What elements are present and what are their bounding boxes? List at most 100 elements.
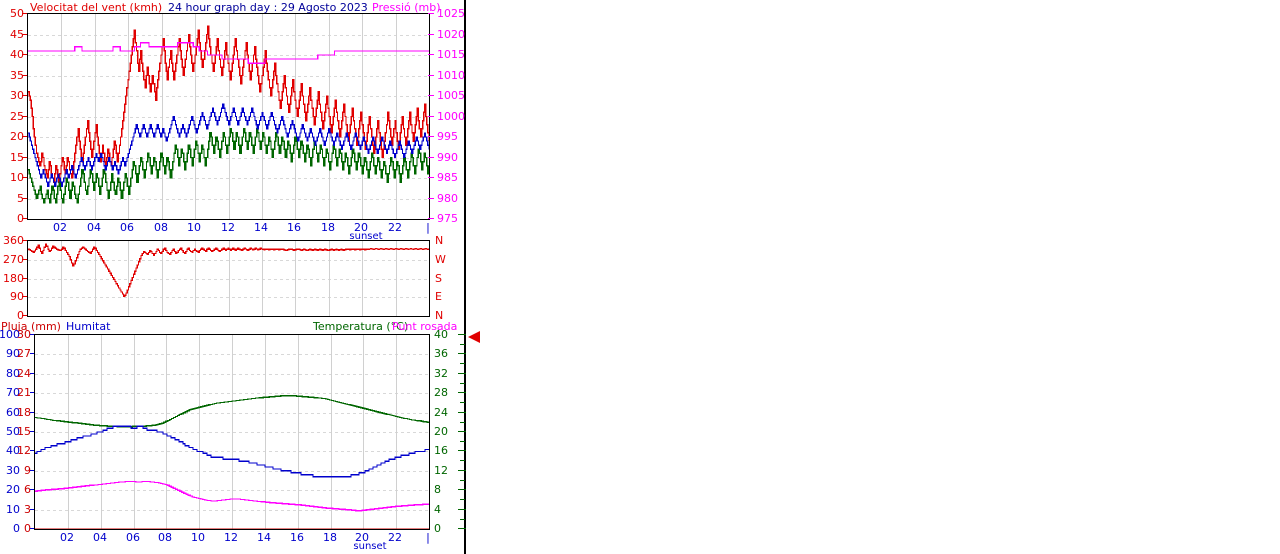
- axis-tick-mark: [22, 315, 27, 316]
- axis-tick-label: 20: [6, 483, 20, 496]
- axis-tick-mark: [460, 441, 465, 442]
- x-axis-tick-label: 16: [287, 221, 301, 234]
- axis-tick-label: 360: [3, 234, 24, 247]
- axis-tick-mark: [460, 383, 465, 384]
- x-axis-tick-label: 10: [191, 531, 205, 544]
- axis-tick-label: 35: [10, 69, 24, 82]
- axis-tick-mark: [428, 198, 434, 199]
- axis-tick-label: 995: [437, 130, 458, 143]
- axis-tick-label: 50: [10, 7, 24, 20]
- axis-tick-label: 30: [10, 89, 24, 102]
- axis-tick-mark: [30, 470, 34, 471]
- axis-tick-mark: [458, 431, 466, 432]
- axis-tick-mark: [22, 95, 27, 96]
- axis-tick-label: 0: [13, 522, 20, 535]
- axis-tick-label: 990: [437, 151, 458, 164]
- axis-tick-mark: [30, 450, 34, 451]
- axis-tick-mark: [22, 259, 27, 260]
- bottom-sunset-label: sunset: [353, 541, 387, 552]
- axis-tick-label: 10: [10, 171, 24, 184]
- axis-tick-mark: [22, 116, 27, 117]
- axis-tick-label: 3: [24, 503, 31, 516]
- axis-tick-mark: [22, 240, 27, 241]
- axis-tick-label: 0: [17, 212, 24, 225]
- axis-tick-label: 1020: [437, 28, 465, 41]
- x-axis-tick-label: 10: [187, 221, 201, 234]
- wind-chart-right-title: Pressió (mb): [372, 1, 441, 14]
- temperature-humidity-chart[interactable]: [34, 334, 430, 530]
- axis-tick-label: 80: [6, 367, 20, 380]
- axis-tick-label: 24: [17, 367, 31, 380]
- axis-tick-label: 6: [24, 483, 31, 496]
- axis-tick-label: 32: [434, 367, 448, 380]
- axis-tick-label: N: [435, 309, 444, 322]
- temperature-title: Temperatura (°C): [313, 320, 409, 333]
- x-axis-tick-label: 20: [354, 221, 368, 234]
- x-axis-tick-label: 22: [388, 221, 402, 234]
- axis-tick-mark: [22, 198, 27, 199]
- x-axis-tick-label: 14: [254, 221, 268, 234]
- x-axis-tick-label: 06: [120, 221, 134, 234]
- axis-tick-label: 4: [434, 503, 441, 516]
- axis-tick-mark: [428, 75, 434, 76]
- axis-tick-label: 1010: [437, 69, 465, 82]
- axis-tick-label: E: [435, 290, 442, 303]
- axis-tick-mark: [22, 54, 27, 55]
- axis-tick-label: 12: [17, 444, 31, 457]
- axis-tick-label: 20: [10, 130, 24, 143]
- axis-tick-mark: [22, 13, 27, 14]
- axis-tick-mark: [428, 218, 434, 219]
- axis-tick-label: 270: [3, 253, 24, 266]
- axis-tick-mark: [458, 528, 466, 529]
- chart-canvas: [35, 335, 429, 529]
- axis-tick-label: 975: [437, 212, 458, 225]
- x-axis-tick-label: 18: [323, 531, 337, 544]
- axis-tick-label: 1005: [437, 89, 465, 102]
- axis-tick-mark: [428, 177, 434, 178]
- axis-tick-label: 50: [6, 425, 20, 438]
- axis-tick-mark: [428, 54, 434, 55]
- axis-tick-label: 0: [24, 522, 31, 535]
- x-axis-tick-label: 22: [388, 531, 402, 544]
- axis-tick-mark: [458, 509, 466, 510]
- axis-tick-label: 21: [17, 386, 31, 399]
- x-axis-tick-label: 06: [126, 531, 140, 544]
- axis-tick-label: 15: [10, 151, 24, 164]
- axis-tick-mark: [458, 353, 466, 354]
- axis-tick-mark: [22, 75, 27, 76]
- dewpoint-title: Punt rosada: [392, 320, 458, 333]
- axis-tick-label: 9: [24, 464, 31, 477]
- rain-title: Pluja (mm): [1, 320, 61, 333]
- x-axis-tick-label: 12: [221, 221, 235, 234]
- axis-tick-mark: [458, 450, 466, 451]
- axis-tick-mark: [428, 157, 434, 158]
- wind-direction-chart[interactable]: [27, 240, 430, 317]
- wind-speed-pressure-chart[interactable]: [27, 13, 430, 220]
- axis-tick-mark: [460, 519, 465, 520]
- axis-tick-label: 45: [10, 28, 24, 41]
- axis-tick-label: W: [435, 253, 446, 266]
- axis-tick-mark: [460, 480, 465, 481]
- axis-tick-mark: [30, 509, 34, 510]
- axis-tick-mark: [428, 116, 434, 117]
- axis-tick-mark: [428, 13, 434, 14]
- axis-tick-label: 8: [434, 483, 441, 496]
- axis-tick-label: 985: [437, 171, 458, 184]
- x-axis-tick-label: 18: [321, 221, 335, 234]
- axis-tick-label: 40: [10, 48, 24, 61]
- axis-tick-mark: [22, 34, 27, 35]
- axis-tick-label: 1025: [437, 7, 465, 20]
- axis-tick-label: 5: [17, 192, 24, 205]
- x-axis-tick-label: 02: [60, 531, 74, 544]
- axis-tick-label: 0: [17, 309, 24, 322]
- x-axis-tick-label: 20: [355, 531, 369, 544]
- axis-tick-label: 30: [17, 328, 31, 341]
- axis-tick-label: 980: [437, 192, 458, 205]
- axis-tick-mark: [458, 392, 466, 393]
- axis-tick-label: 1000: [437, 110, 465, 123]
- x-axis-tick-label: 14: [257, 531, 271, 544]
- axis-tick-label: 40: [6, 444, 20, 457]
- axis-tick-label: 20: [434, 425, 448, 438]
- axis-tick-label: 27: [17, 347, 31, 360]
- axis-tick-label: 28: [434, 386, 448, 399]
